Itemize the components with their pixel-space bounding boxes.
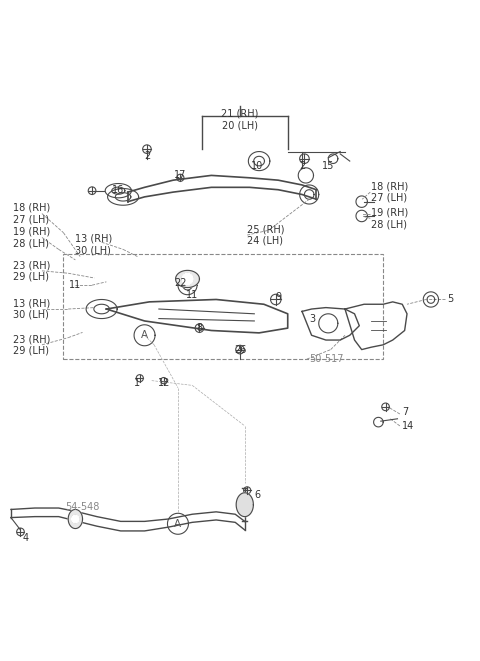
Text: 13 (RH)
30 (LH): 13 (RH) 30 (LH) bbox=[13, 298, 50, 320]
Text: 11: 11 bbox=[186, 290, 198, 299]
Text: 25 (RH)
24 (LH): 25 (RH) 24 (LH) bbox=[247, 224, 285, 246]
Text: 9: 9 bbox=[275, 292, 281, 302]
Text: A: A bbox=[141, 330, 148, 340]
Polygon shape bbox=[182, 273, 193, 285]
Text: 10: 10 bbox=[251, 161, 263, 171]
Text: 18 (RH)
27 (LH): 18 (RH) 27 (LH) bbox=[371, 181, 408, 203]
Text: 11: 11 bbox=[69, 280, 82, 290]
Text: 50-517: 50-517 bbox=[309, 354, 344, 364]
Text: 6: 6 bbox=[254, 490, 261, 500]
Text: 13 (RH)
30 (LH): 13 (RH) 30 (LH) bbox=[75, 234, 113, 255]
Text: 14: 14 bbox=[402, 421, 415, 431]
Text: 21 (RH)
20 (LH): 21 (RH) 20 (LH) bbox=[221, 108, 259, 130]
Text: 23 (RH)
29 (LH): 23 (RH) 29 (LH) bbox=[13, 334, 51, 356]
Text: 7: 7 bbox=[402, 407, 408, 416]
Text: 4: 4 bbox=[22, 533, 28, 543]
Text: 2: 2 bbox=[299, 161, 305, 171]
Polygon shape bbox=[236, 492, 253, 517]
Text: 22: 22 bbox=[174, 278, 187, 288]
Text: 12: 12 bbox=[157, 378, 170, 388]
Text: 15: 15 bbox=[322, 161, 335, 171]
Text: 8: 8 bbox=[196, 323, 203, 333]
Text: 17: 17 bbox=[174, 171, 187, 180]
Polygon shape bbox=[68, 510, 83, 529]
Polygon shape bbox=[72, 515, 79, 523]
Text: 19 (RH)
28 (LH): 19 (RH) 28 (LH) bbox=[13, 227, 50, 249]
Text: 18 (RH)
27 (LH): 18 (RH) 27 (LH) bbox=[13, 203, 50, 224]
Text: 3: 3 bbox=[309, 313, 315, 324]
Bar bbox=[63, 254, 383, 359]
Text: 5: 5 bbox=[447, 295, 454, 305]
Text: 19 (RH)
28 (LH): 19 (RH) 28 (LH) bbox=[371, 208, 408, 229]
Text: 23 (RH)
29 (LH): 23 (RH) 29 (LH) bbox=[13, 260, 51, 282]
Text: 26: 26 bbox=[234, 344, 246, 354]
Text: 1: 1 bbox=[134, 378, 141, 388]
Polygon shape bbox=[176, 270, 199, 288]
Text: 54-548: 54-548 bbox=[65, 502, 100, 512]
Text: 16: 16 bbox=[112, 184, 124, 195]
Text: 2: 2 bbox=[144, 151, 150, 161]
Text: A: A bbox=[174, 519, 181, 529]
